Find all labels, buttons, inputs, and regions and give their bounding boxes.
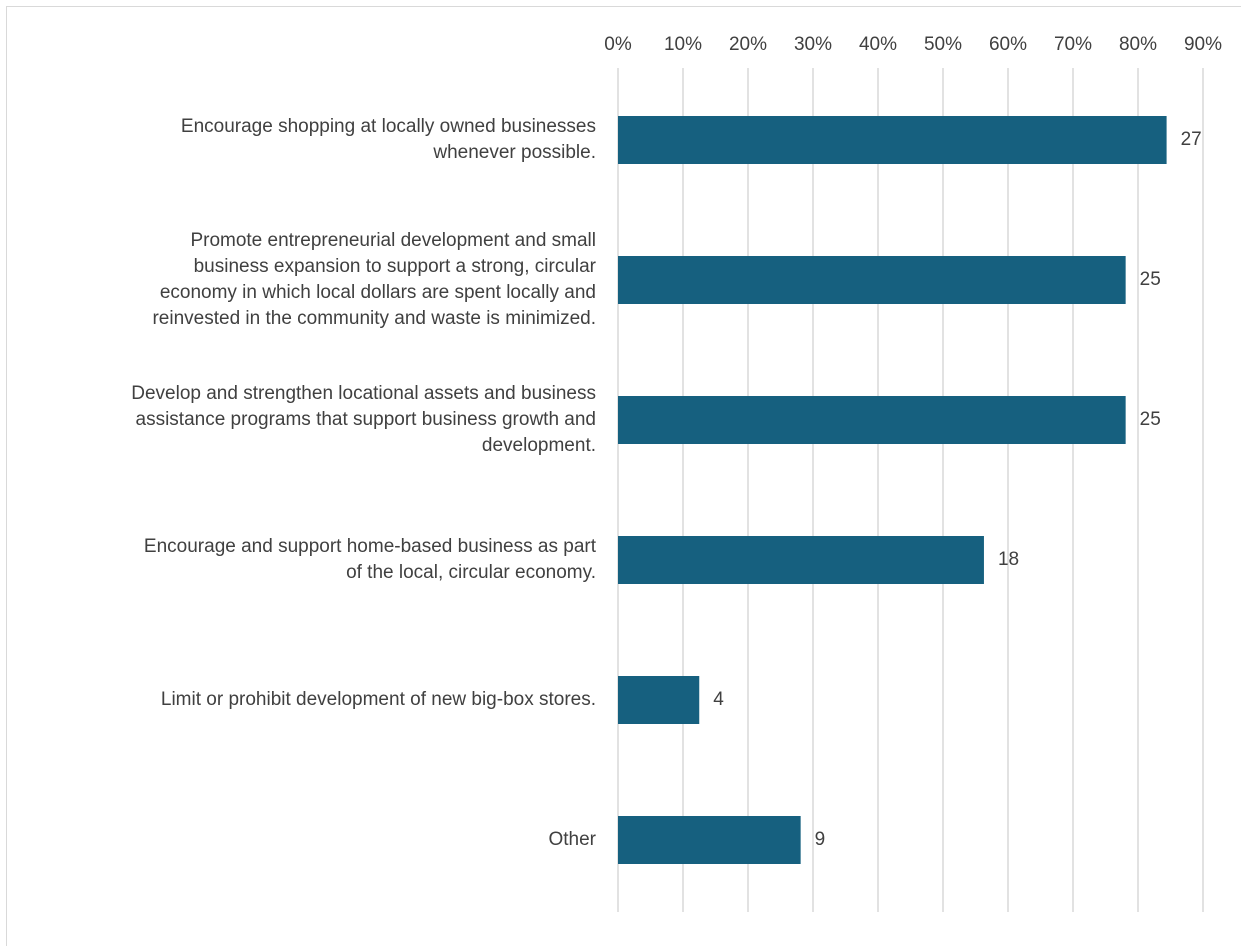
category-label-line: whenever possible. [432, 142, 596, 163]
bars [618, 116, 1167, 864]
x-tick-label: 40% [859, 34, 897, 55]
category-label-line: economy in which local dollars are spent… [160, 282, 596, 303]
category-label-line: Limit or prohibit development of new big… [161, 689, 596, 710]
category-label-line: reinvested in the community and waste is… [152, 308, 596, 329]
category-labels: Encourage shopping at locally owned busi… [131, 116, 596, 850]
category-label-line: business expansion to support a strong, … [194, 256, 597, 277]
x-tick-label: 0% [604, 34, 632, 55]
x-tick-label: 20% [729, 34, 767, 55]
x-tick-label: 10% [664, 34, 702, 55]
category-label-line: Develop and strengthen locational assets… [131, 383, 596, 404]
category-label: Other [548, 829, 596, 850]
x-tick-label: 50% [924, 34, 962, 55]
bar [618, 676, 700, 724]
data-labels: 27 25 25 18 4 9 [713, 129, 1201, 850]
x-axis-tick-labels: 0% 10% 20% 30% 40% 50% 60% 70% 80% 90% [604, 34, 1222, 55]
data-label: 4 [713, 689, 724, 710]
category-label-line: assistance programs that support busines… [136, 409, 596, 430]
x-tick-label: 90% [1184, 34, 1222, 55]
bar [618, 116, 1167, 164]
category-label-line: Other [548, 829, 596, 850]
data-label: 25 [1140, 409, 1161, 430]
category-label: Promote entrepreneurial development and … [152, 230, 596, 329]
category-label: Limit or prohibit development of new big… [161, 689, 596, 710]
x-tick-label: 80% [1119, 34, 1157, 55]
bar [618, 396, 1126, 444]
x-tick-label: 60% [989, 34, 1027, 55]
bar [618, 816, 801, 864]
bar [618, 256, 1126, 304]
category-label-line: development. [482, 435, 596, 456]
data-label: 27 [1181, 129, 1202, 150]
category-label-line: Encourage and support home-based busines… [144, 536, 597, 557]
category-label: Encourage and support home-based busines… [144, 536, 597, 583]
category-label-line: Promote entrepreneurial development and … [190, 230, 596, 251]
gridlines [617, 68, 1204, 912]
category-label-line: of the local, circular economy. [346, 562, 596, 583]
category-label: Develop and strengthen locational assets… [131, 383, 596, 456]
category-label: Encourage shopping at locally owned busi… [181, 116, 596, 163]
data-label: 9 [815, 829, 826, 850]
chart-frame [6, 6, 1241, 946]
data-label: 18 [998, 549, 1019, 570]
category-label-line: Encourage shopping at locally owned busi… [181, 116, 596, 137]
data-label: 25 [1140, 269, 1161, 290]
x-tick-label: 30% [794, 34, 832, 55]
bar [618, 536, 984, 584]
x-tick-label: 70% [1054, 34, 1092, 55]
